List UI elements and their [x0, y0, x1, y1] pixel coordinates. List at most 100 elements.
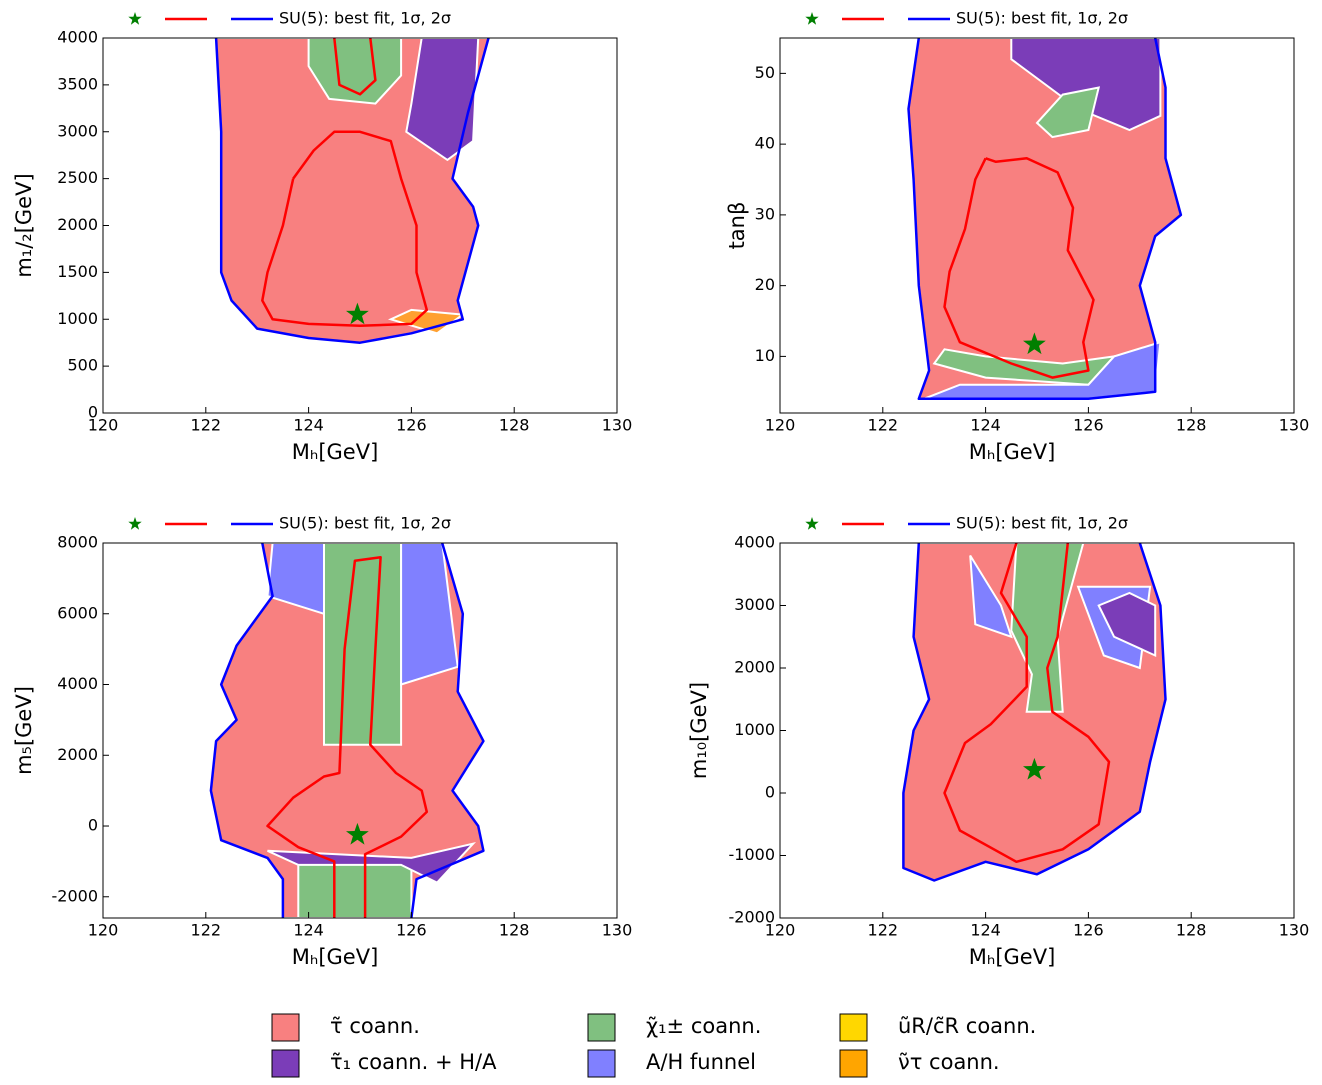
y-axis-label: m₁/₂[GeV]: [12, 173, 36, 277]
legend-star: [128, 12, 142, 25]
legend-label: τ̃ coann.: [330, 1014, 420, 1038]
plot-area: [214, 38, 490, 344]
region: [323, 543, 403, 746]
y-tick-label: 2500: [57, 168, 98, 187]
x-tick-label: 130: [602, 921, 633, 940]
region: [267, 841, 477, 884]
x-tick-label: 128: [1176, 921, 1207, 940]
y-tick-label: 3000: [57, 121, 98, 140]
legend-swatch: [587, 1049, 616, 1078]
x-tick-label: 126: [1073, 416, 1104, 435]
legend-star: [805, 12, 819, 25]
legend-label: SU(5): best fit, 1σ, 2σ: [279, 9, 451, 28]
x-tick-label: 126: [1073, 921, 1104, 940]
y-tick-label: 3000: [734, 595, 775, 614]
y-tick-label: 4000: [734, 533, 775, 552]
y-tick-label: 500: [67, 356, 98, 375]
contour-line: [902, 543, 1167, 882]
best-fit-star: [346, 822, 369, 845]
x-tick-label: 128: [499, 416, 530, 435]
x-axis-label: Mₕ[GeV]: [292, 945, 379, 969]
x-tick-label: 124: [293, 921, 324, 940]
best-fit-star: [1023, 332, 1046, 355]
x-tick-label: 130: [602, 416, 633, 435]
x-tick-label: 122: [868, 921, 899, 940]
region: [1035, 86, 1101, 139]
contour-line: [907, 38, 1183, 401]
legend-swatch: [587, 1013, 616, 1042]
contour-line: [209, 543, 485, 918]
region: [405, 38, 480, 162]
y-tick-label: 2000: [57, 745, 98, 764]
legend-swatch: [839, 1013, 868, 1042]
y-tick-label: 20: [755, 275, 775, 294]
region: [297, 860, 413, 918]
region: [400, 543, 459, 686]
contour-line: [943, 543, 1111, 864]
y-tick-label: 3500: [57, 74, 98, 93]
legend-label: ν̃τ coann.: [898, 1050, 1000, 1074]
x-tick-label: 124: [970, 921, 1001, 940]
y-tick-label: 0: [88, 816, 98, 835]
y-tick-label: 2000: [734, 658, 775, 677]
y-tick-label: -2000: [729, 908, 776, 927]
y-tick-label: 0: [88, 403, 98, 422]
plot-area: [907, 38, 1183, 401]
x-tick-label: 120: [765, 921, 796, 940]
y-tick-label: 10: [755, 346, 775, 365]
legend-label: SU(5): best fit, 1σ, 2σ: [279, 514, 451, 533]
x-tick-label: 120: [88, 416, 119, 435]
legend-label: A/H funnel: [646, 1050, 756, 1074]
y-tick-label: -1000: [729, 845, 776, 864]
y-tick-label: 0: [765, 783, 775, 802]
x-tick-label: 130: [1279, 416, 1310, 435]
region: [1097, 591, 1157, 658]
y-axis-label: m₅[GeV]: [12, 686, 36, 775]
y-tick-label: 8000: [57, 533, 98, 552]
contour-line: [261, 38, 429, 328]
legend-label: ũR/c̃R coann.: [898, 1014, 1036, 1038]
legend-star: [128, 517, 142, 530]
x-axis-label: Mₕ[GeV]: [969, 440, 1056, 464]
region: [969, 554, 1013, 639]
axes-frame: [779, 37, 1295, 414]
plot-area: [209, 543, 485, 918]
x-axis-label: Mₕ[GeV]: [969, 945, 1056, 969]
y-tick-label: 6000: [57, 603, 98, 622]
x-tick-label: 122: [191, 921, 222, 940]
legend-label: SU(5): best fit, 1σ, 2σ: [956, 9, 1128, 28]
x-tick-label: 122: [868, 416, 899, 435]
legend-star: [805, 517, 819, 530]
y-tick-label: 4000: [57, 28, 98, 47]
contour-line: [943, 157, 1095, 379]
y-tick-label: -2000: [52, 886, 99, 905]
x-tick-label: 126: [396, 921, 427, 940]
x-axis-label: Mₕ[GeV]: [292, 440, 379, 464]
axes-frame: [102, 542, 618, 919]
x-tick-label: 124: [970, 416, 1001, 435]
x-tick-label: 122: [191, 416, 222, 435]
x-tick-label: 124: [293, 416, 324, 435]
x-tick-label: 130: [1279, 921, 1310, 940]
y-tick-label: 50: [755, 63, 775, 82]
x-tick-label: 128: [499, 921, 530, 940]
y-tick-label: 2000: [57, 215, 98, 234]
y-tick-label: 4000: [57, 674, 98, 693]
region: [307, 38, 403, 105]
contour-line: [214, 38, 490, 344]
legend-label: χ̃₁± coann.: [646, 1014, 761, 1038]
x-tick-label: 120: [765, 416, 796, 435]
y-tick-label: 40: [755, 134, 775, 153]
legend-label: τ̃₁ coann. + H/A: [330, 1050, 497, 1074]
plot-area: [902, 543, 1167, 882]
region: [1010, 38, 1162, 132]
best-fit-star: [1023, 757, 1046, 780]
x-tick-label: 126: [396, 416, 427, 435]
y-tick-label: 1000: [734, 720, 775, 739]
y-tick-label: 1500: [57, 262, 98, 281]
y-axis-label: m₁₀[GeV]: [687, 682, 711, 779]
best-fit-star: [346, 302, 369, 325]
legend-swatch: [271, 1049, 300, 1078]
